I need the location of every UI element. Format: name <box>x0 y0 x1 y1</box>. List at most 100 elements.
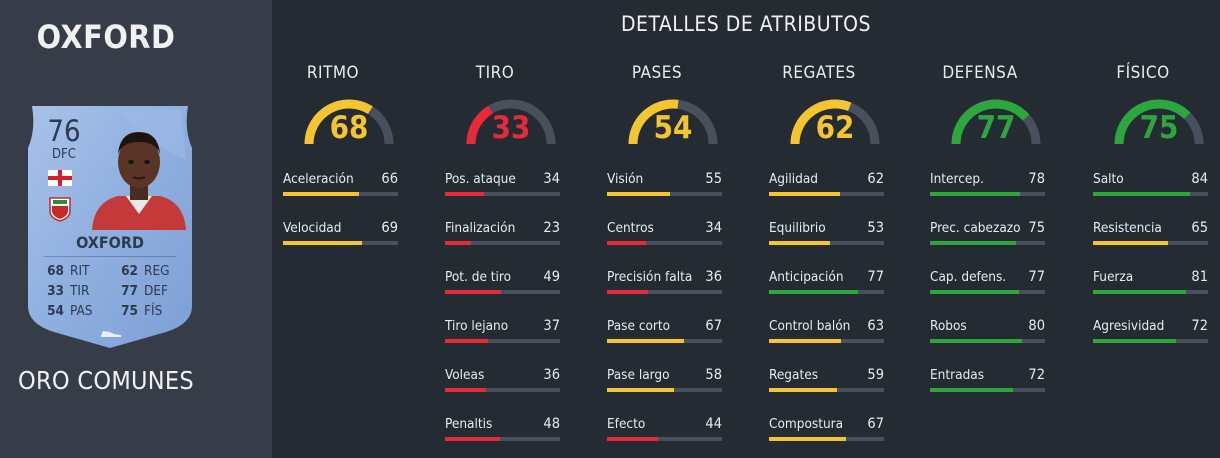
category-value: 68 <box>329 110 369 146</box>
attribute-bar-track <box>769 339 884 343</box>
attribute-value: 84 <box>1191 171 1208 187</box>
attribute-bar-track <box>1093 241 1208 245</box>
attribute-value: 69 <box>381 220 398 236</box>
attribute-bar-fill <box>445 290 502 294</box>
category-gauge <box>790 99 880 145</box>
attribute-row: Penaltis 48 <box>445 416 560 441</box>
attribute-bar-track <box>1093 290 1208 294</box>
attribute-row: Salto 84 <box>1093 171 1208 196</box>
category-name: REGATES <box>782 63 856 83</box>
attribute-bar-fill <box>607 290 649 294</box>
attribute-bar-track <box>930 388 1045 392</box>
attribute-bar-fill <box>930 192 1020 196</box>
attribute-bar-track <box>445 290 560 294</box>
attribute-bar-fill <box>769 339 842 343</box>
attribute-bar-fill <box>445 241 472 245</box>
attribute-label: Agilidad <box>769 171 819 187</box>
attribute-bar-track <box>607 241 722 245</box>
attribute-value: 53 <box>867 220 884 236</box>
category-column-0: RITMO 68 Aceleración 66 Velocidad 69 <box>283 0 403 458</box>
attribute-label: Resistencia <box>1093 220 1162 236</box>
attribute-value: 63 <box>867 318 884 334</box>
category-column-4: DEFENSA 77 Intercep. 78 Prec. cabezazo 75 Cap.… <box>930 0 1050 458</box>
attribute-row: Cap. defens. 77 <box>930 269 1045 294</box>
attribute-bar-fill <box>445 339 488 343</box>
card-divider <box>44 256 176 257</box>
attribute-row: Prec. cabezazo 75 <box>930 220 1045 245</box>
attribute-bar-fill <box>283 241 363 245</box>
player-photo <box>92 132 186 230</box>
attribute-value: 65 <box>1191 220 1208 236</box>
attribute-row: Voleas 36 <box>445 367 560 392</box>
attribute-bar-fill <box>1093 192 1190 196</box>
attribute-row: Efecto 44 <box>607 416 722 441</box>
category-name: TIRO <box>475 63 515 83</box>
attribute-bar-track <box>607 192 722 196</box>
attribute-value: 80 <box>1028 318 1045 334</box>
category-column-2: PASES 54 Visión 55 Centros 34 Precisión falta 3… <box>607 0 727 458</box>
attribute-bar-track <box>445 241 560 245</box>
attribute-label: Agresividad <box>1093 318 1165 334</box>
attribute-bar-fill <box>283 192 359 196</box>
attribute-value: 81 <box>1191 269 1208 285</box>
card-player-name: OXFORD <box>76 233 144 252</box>
augsburg-crest-icon <box>49 197 71 222</box>
attribute-bar-fill <box>607 192 671 196</box>
category-value: 54 <box>653 110 693 146</box>
attribute-row: Finalización 23 <box>445 220 560 245</box>
attribute-bar-track <box>445 339 560 343</box>
attribute-label: Velocidad <box>283 220 342 236</box>
attribute-row: Visión 55 <box>607 171 722 196</box>
attribute-bar-track <box>769 437 884 441</box>
attribute-bar-track <box>769 241 884 245</box>
attribute-bar-track <box>607 290 722 294</box>
attribute-bar-fill <box>930 339 1022 343</box>
attribute-row: Entradas 72 <box>930 367 1045 392</box>
gauge-fill <box>466 105 494 145</box>
attribute-value: 49 <box>543 269 560 285</box>
card-stat-tir: 33 TIR <box>47 283 90 299</box>
category-gauge <box>466 99 556 145</box>
attribute-value: 75 <box>1028 220 1045 236</box>
attribute-value: 67 <box>705 318 722 334</box>
attribute-value: 34 <box>543 171 560 187</box>
category-column-3: REGATES 62 Agilidad 62 Equilibrio 53 Anticipac… <box>769 0 889 458</box>
attribute-bar-fill <box>930 290 1019 294</box>
attribute-bar-fill <box>445 192 485 196</box>
attribute-label: Pos. ataque <box>445 171 516 187</box>
attribute-bar-track <box>1093 192 1208 196</box>
attribute-label: Pot. de tiro <box>445 269 512 285</box>
attribute-label: Efecto <box>607 416 646 432</box>
gauge-fill <box>790 99 852 145</box>
attribute-row: Robos 80 <box>930 318 1045 343</box>
attribute-bar-fill <box>1093 241 1168 245</box>
player-card[interactable]: 76 DFC OXFORD 68 RIT 62 REG 33 TIR <box>26 100 194 350</box>
attribute-value: 48 <box>543 416 560 432</box>
attribute-value: 36 <box>543 367 560 383</box>
attribute-bar-fill <box>930 388 1013 392</box>
attribute-bar-fill <box>1093 290 1187 294</box>
attribute-label: Pase corto <box>607 318 671 334</box>
attribute-row: Agresividad 72 <box>1093 318 1208 343</box>
attribute-label: Anticipación <box>769 269 844 285</box>
attribute-row: Intercep. 78 <box>930 171 1045 196</box>
attribute-row: Pase corto 67 <box>607 318 722 343</box>
attribute-bar-fill <box>445 437 501 441</box>
attribute-bar-track <box>930 339 1045 343</box>
attribute-value: 44 <box>705 416 722 432</box>
rarity-label: ORO COMUNES <box>17 366 195 395</box>
attribute-row: Pot. de tiro 49 <box>445 269 560 294</box>
category-column-1: TIRO 33 Pos. ataque 34 Finalización 23 Pot. de… <box>445 0 565 458</box>
attribute-value: 72 <box>1191 318 1208 334</box>
attribute-bar-track <box>607 437 722 441</box>
attribute-row: Aceleración 66 <box>283 171 398 196</box>
card-stat-fis: 75 FÍS <box>121 303 163 319</box>
category-name: RITMO <box>306 63 360 83</box>
attribute-bar-fill <box>769 388 837 392</box>
attribute-value: 67 <box>867 416 884 432</box>
attribute-row: Pase largo 58 <box>607 367 722 392</box>
category-value: 75 <box>1139 110 1179 146</box>
attribute-bar-fill <box>769 437 847 441</box>
attribute-row: Agilidad 62 <box>769 171 884 196</box>
attribute-row: Control balón 63 <box>769 318 884 343</box>
